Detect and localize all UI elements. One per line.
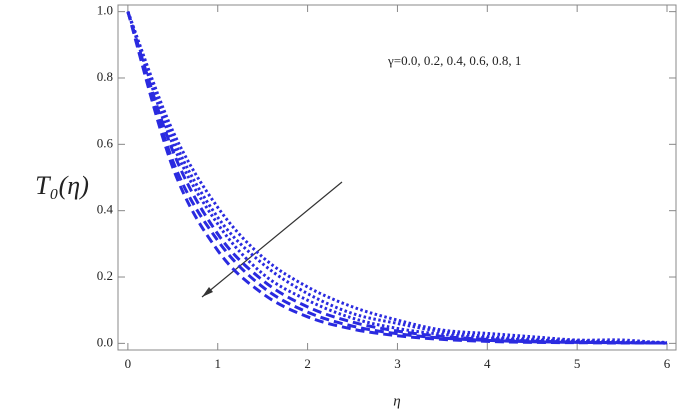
series-line [126,11,668,344]
y-axis-title: T₀(η) [35,171,89,200]
x-tick-label: 5 [574,356,581,371]
x-tick-label: 1 [214,356,221,371]
x-tick-label: 3 [394,356,401,371]
series-line [126,11,668,345]
series-line [126,11,668,345]
y-tick-label: 1.0 [97,3,113,18]
x-tick-label: 6 [664,356,671,371]
arrow [201,181,343,298]
x-axis-title: η [393,393,400,409]
x-tick-label: 4 [484,356,491,371]
y-tick-label: 0.2 [97,268,113,283]
series-line [126,11,668,345]
y-tick-label: 0.4 [97,202,114,217]
series-line [126,11,668,345]
x-tick-label: 2 [304,356,311,371]
annotation: γ=0.0, 0.2, 0.4, 0.6, 0.8, 1 [387,53,521,68]
arrow-head [202,287,213,297]
y-tick-label: 0.0 [97,334,113,349]
y-tick-label: 0.6 [97,135,114,150]
y-tick-label: 0.8 [97,69,113,84]
x-tick-label: 0 [125,356,132,371]
